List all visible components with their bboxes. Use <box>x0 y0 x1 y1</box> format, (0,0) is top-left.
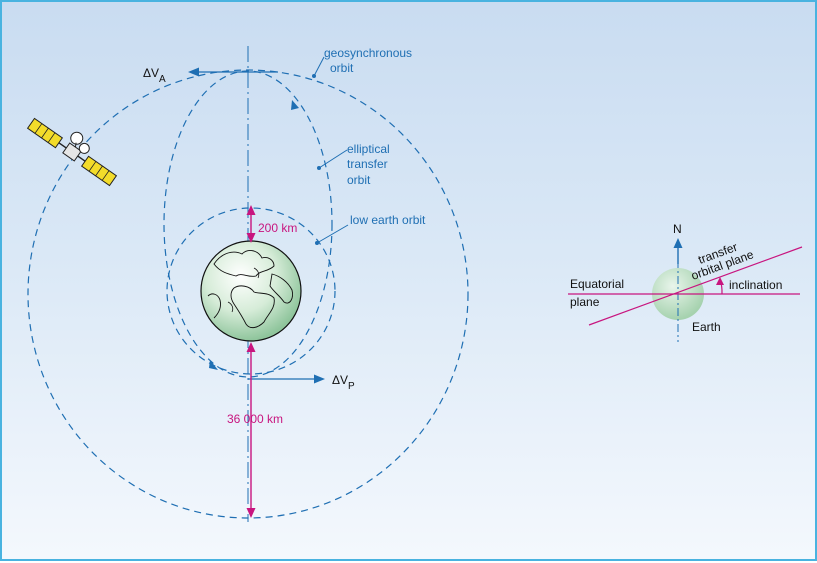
leo-label: low earth orbit <box>350 213 426 227</box>
delta-va-label: ΔVA <box>143 66 166 85</box>
leo-altitude-arrow-top <box>246 205 256 215</box>
geosynchronous-orbit <box>27 69 469 519</box>
elliptical-label: elliptical <box>347 142 390 156</box>
leo-leader-dot <box>315 241 319 245</box>
north-arrowhead <box>673 238 683 248</box>
geo-altitude-arrow-bottom <box>246 508 256 518</box>
transfer-direction-arrow <box>291 100 299 110</box>
elliptical-label-2: transfer <box>347 157 388 171</box>
elliptical-leader-dot <box>317 166 321 170</box>
leo-leader <box>316 224 349 244</box>
north-label: N <box>673 222 682 236</box>
leo-direction-arrow <box>209 360 218 370</box>
elliptical-transfer-orbit <box>163 70 333 378</box>
low-earth-orbit <box>166 207 336 375</box>
leo-altitude-arrow-bottom <box>246 233 256 243</box>
earth-globe <box>200 240 302 342</box>
transfer-plane-line <box>588 246 803 326</box>
delta-vp-label: ΔVP <box>332 373 355 392</box>
geosynchronous-label: geosynchronous <box>324 46 412 60</box>
geosynchronous-leader-dot <box>312 74 316 78</box>
elliptical-leader <box>318 149 348 169</box>
satellite <box>26 117 118 187</box>
geo-altitude-arrow-top <box>246 342 256 352</box>
leo-altitude-label: 200 km <box>258 221 297 235</box>
geosynchronous-leader <box>313 56 325 77</box>
earth-label: Earth <box>692 320 721 334</box>
geosynchronous-label-2: orbit <box>330 61 354 75</box>
inclination-arc-arrow <box>716 277 724 285</box>
equatorial-label: Equatorial <box>570 277 624 291</box>
elliptical-label-3: orbit <box>347 173 371 187</box>
equatorial-label-2: plane <box>570 295 600 309</box>
inclination-diagram: N transfer orbital plane Equatorial plan… <box>568 222 803 342</box>
geo-altitude-label: 36 000 km <box>227 412 283 426</box>
delta-vp-arrowhead <box>314 374 325 384</box>
delta-va-arrowhead <box>188 67 199 77</box>
inclination-label: inclination <box>729 278 782 292</box>
